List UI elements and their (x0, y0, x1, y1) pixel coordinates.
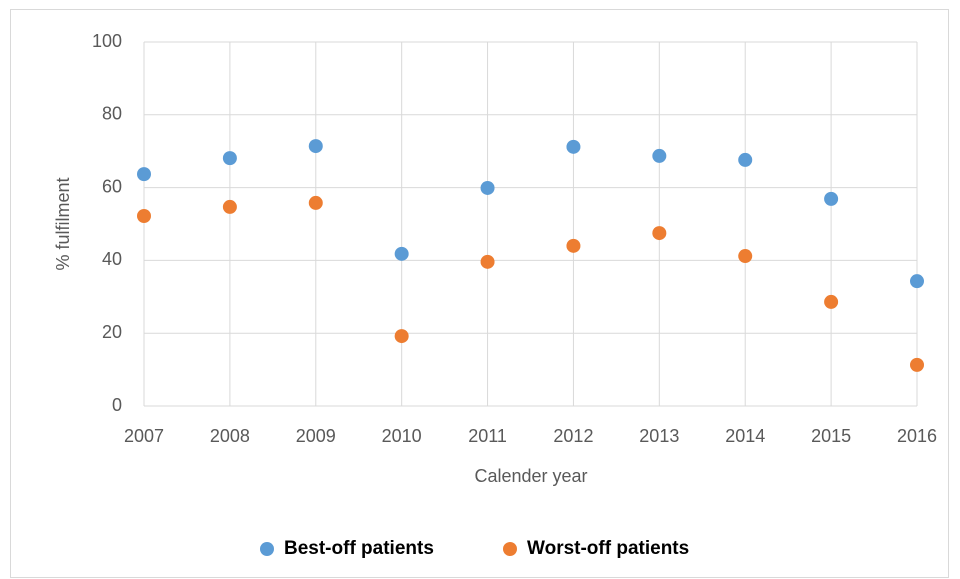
point (308, 195, 323, 210)
legend-label: Worst-off patients (527, 538, 689, 559)
legend-marker (260, 542, 274, 556)
x-tick-label: 2015 (811, 426, 851, 446)
point (394, 246, 409, 261)
point (137, 208, 151, 223)
point (652, 148, 667, 163)
point (566, 238, 581, 253)
legend-label: Best-off patients (284, 538, 434, 559)
x-tick-label: 2010 (382, 426, 422, 446)
point (308, 139, 323, 154)
point (824, 191, 839, 206)
x-tick-label: 2013 (639, 426, 679, 446)
point (824, 294, 839, 309)
x-tick-label: 2011 (468, 426, 507, 446)
point (394, 329, 409, 344)
x-tick-label: 2008 (210, 426, 250, 446)
point (738, 152, 753, 167)
point (480, 254, 495, 269)
x-axis-label: Calender year (474, 466, 587, 486)
y-tick-label: 80 (102, 104, 122, 124)
y-tick-label: 0 (112, 395, 122, 415)
y-tick-label: 60 (102, 176, 122, 196)
point (652, 226, 667, 241)
x-tick-label: 2014 (725, 426, 765, 446)
y-tick-label: 20 (102, 322, 122, 342)
point (222, 199, 237, 214)
x-tick-label: 2016 (897, 426, 937, 446)
point (566, 139, 581, 154)
x-tick-label: 2009 (296, 426, 336, 446)
point (137, 167, 151, 182)
point (910, 357, 924, 372)
chart-border (10, 9, 949, 578)
point (910, 274, 924, 289)
point (222, 151, 237, 166)
point (480, 180, 495, 195)
y-tick-label: 100 (92, 31, 122, 51)
y-tick-label: 40 (102, 249, 122, 269)
y-axis-label: % fulfilment (53, 177, 73, 270)
x-tick-label: 2012 (553, 426, 593, 446)
legend-marker (503, 542, 517, 556)
x-tick-label: 2007 (124, 426, 164, 446)
point (738, 249, 753, 264)
